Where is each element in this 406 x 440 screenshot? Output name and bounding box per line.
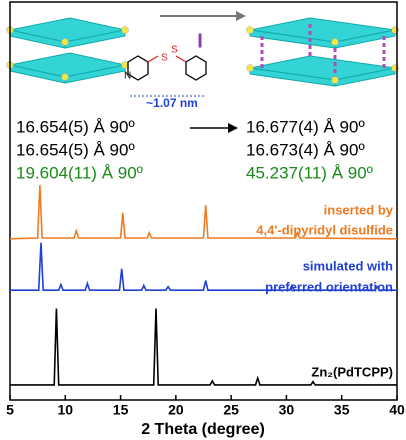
series-label: Zn₂(PdTCPP) <box>311 364 393 379</box>
atom-label: N <box>124 71 131 82</box>
x-tick-label: 25 <box>223 402 239 418</box>
x-tick-label: 10 <box>57 402 73 418</box>
x-tick-label: 40 <box>389 402 405 418</box>
lattice-after: 16.673(4) Å 90º <box>246 140 365 159</box>
lattice-before: 16.654(5) Å 90º <box>16 117 135 136</box>
x-tick-label: 30 <box>279 402 295 418</box>
x-axis-label: 2 Theta (degree) <box>141 421 265 438</box>
x-tick-label: 20 <box>168 402 184 418</box>
plot-frame <box>9 1 398 401</box>
schematic: N S S <box>6 11 399 133</box>
series-line <box>10 242 397 291</box>
series-label: preferred orientation <box>265 279 393 294</box>
lattice-after: 45.237(11) Å 90º <box>246 163 373 182</box>
series-line <box>10 308 397 386</box>
lattice-before: 19.604(11) Å 90º <box>16 163 143 182</box>
x-tick-label: 15 <box>113 402 129 418</box>
x-tick-label: 35 <box>334 402 350 418</box>
series-line <box>9 185 398 240</box>
series-label: inserted by <box>324 202 394 217</box>
series-label: 4,4'-dipyridyl disulfide <box>256 222 393 237</box>
atom-label: S <box>171 45 178 56</box>
lattice-after: 16.677(4) Å 90º <box>246 117 365 136</box>
length-label: ~1.07 nm <box>146 96 198 110</box>
atom-label: S <box>161 53 168 64</box>
series-label: simulated with <box>303 258 393 273</box>
guest-label: I <box>197 30 203 52</box>
lattice-before: 16.654(5) Å 90º <box>16 140 135 159</box>
x-tick-label: 5 <box>6 402 14 418</box>
